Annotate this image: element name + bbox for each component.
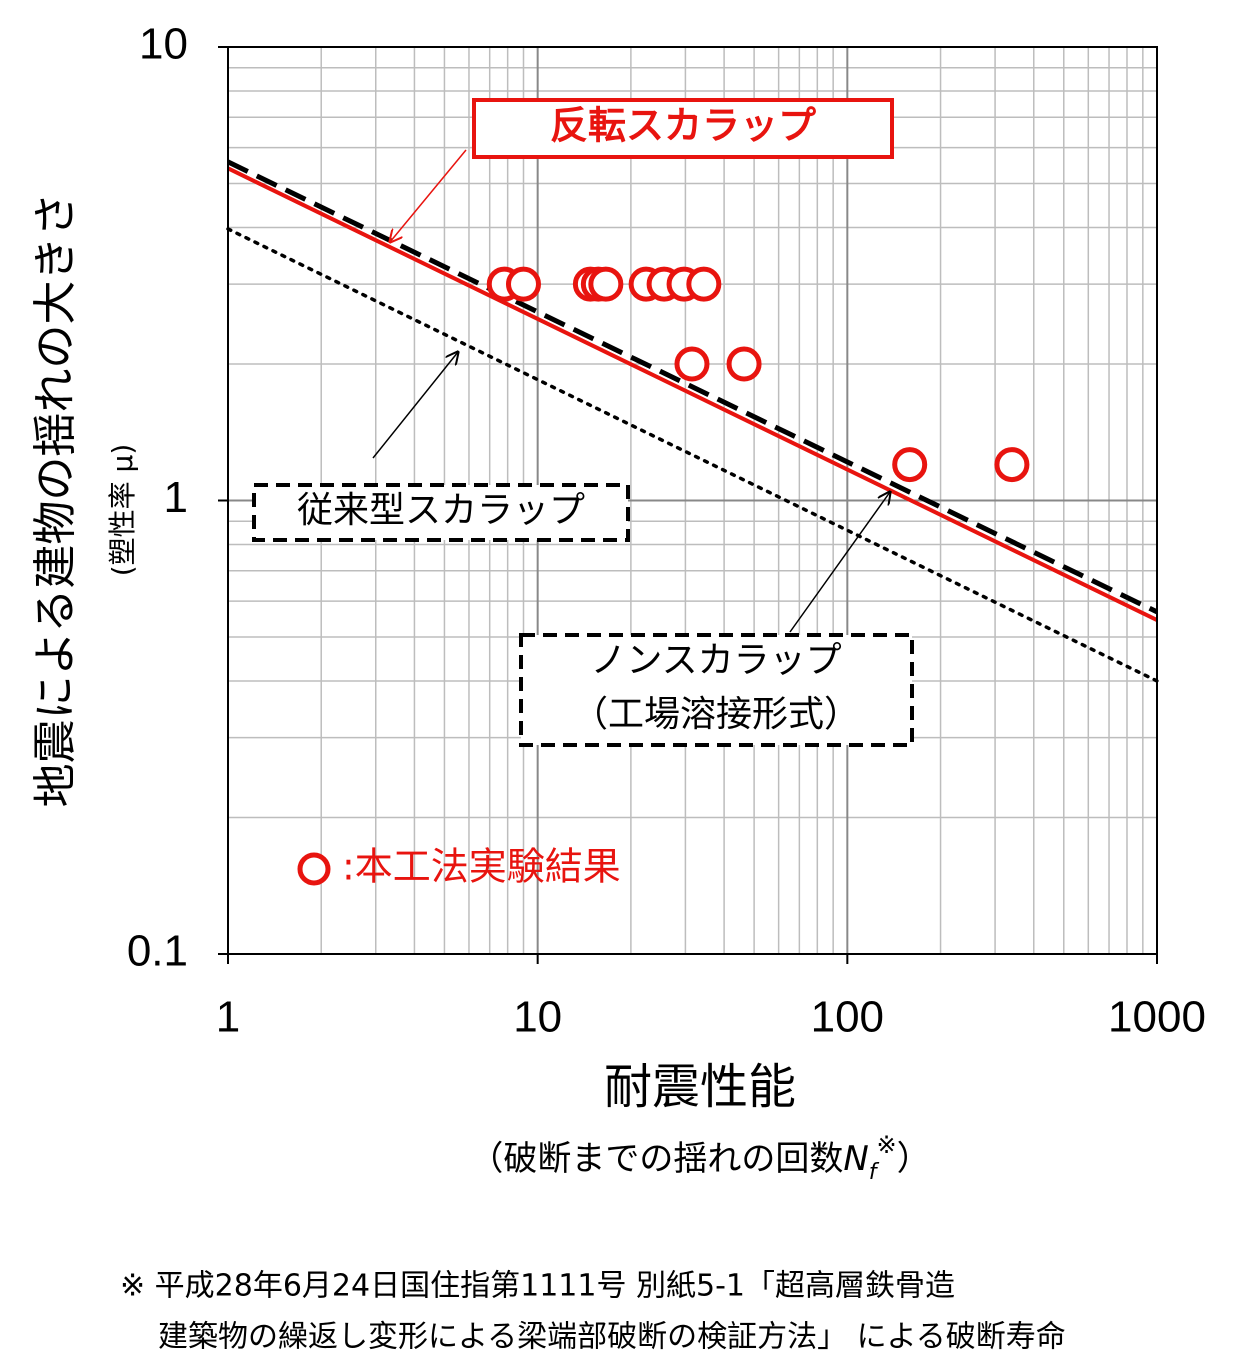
x-tick-label: 10 [513, 993, 562, 1042]
annotation: （工場溶接形式） [572, 694, 860, 735]
line-series [227, 166, 1158, 622]
y-axis-label: 地震による建物の揺れの大きさ [30, 193, 81, 808]
x-tick-label: 100 [811, 993, 884, 1042]
y-axis-note: (塑性率 μ) [106, 444, 139, 577]
scatter-point [726, 346, 762, 382]
x-tick-label: 1000 [1108, 993, 1206, 1042]
scatter-point [892, 447, 928, 483]
arrow [390, 149, 467, 242]
annotation: ノンスカラップ [590, 640, 841, 681]
annotation: 反転スカラップ [550, 104, 816, 148]
x-tick-label: 1 [216, 993, 240, 1042]
arrow [372, 352, 458, 459]
y-tick-label: 10 [139, 20, 188, 69]
x-axis-note-part: N [843, 1139, 868, 1179]
scatter-point [994, 447, 1030, 483]
x-axis-label: 耐震性能 [604, 1059, 796, 1115]
x-axis-note: （破断までの揺れの回数Nf※） [469, 1131, 930, 1185]
x-axis-note-part: f [869, 1160, 880, 1185]
y-tick-label: 0.1 [127, 927, 188, 976]
annotation-box [519, 633, 914, 747]
annotation-box [472, 98, 894, 159]
annotation-box [252, 483, 630, 542]
legend-label: :本工法実験結果 [342, 845, 621, 889]
legend-marker [297, 852, 331, 886]
scatter-point [686, 266, 722, 302]
x-axis-note-part: （破断までの揺れの回数 [469, 1139, 843, 1179]
footnote: 建築物の繰返し変形による梁端部破断の検証方法」 による破断寿命 [158, 1320, 1066, 1355]
line-series [226, 159, 1159, 615]
annotation: 従来型スカラップ [297, 490, 585, 531]
x-axis-note-part: ※ [877, 1131, 897, 1159]
x-axis-note-part: ） [897, 1139, 931, 1179]
arrow [789, 492, 890, 633]
line-series [226, 227, 1159, 683]
scatter-point [674, 346, 710, 382]
scatter-point [588, 266, 624, 302]
footnote: ※ 平成28年6月24日国住指第1111号 別紙5-1「超高層鉄骨造 [120, 1269, 955, 1304]
scatter-point [505, 266, 541, 302]
plot-frame [227, 46, 1158, 955]
y-tick-label: 1 [164, 473, 188, 522]
